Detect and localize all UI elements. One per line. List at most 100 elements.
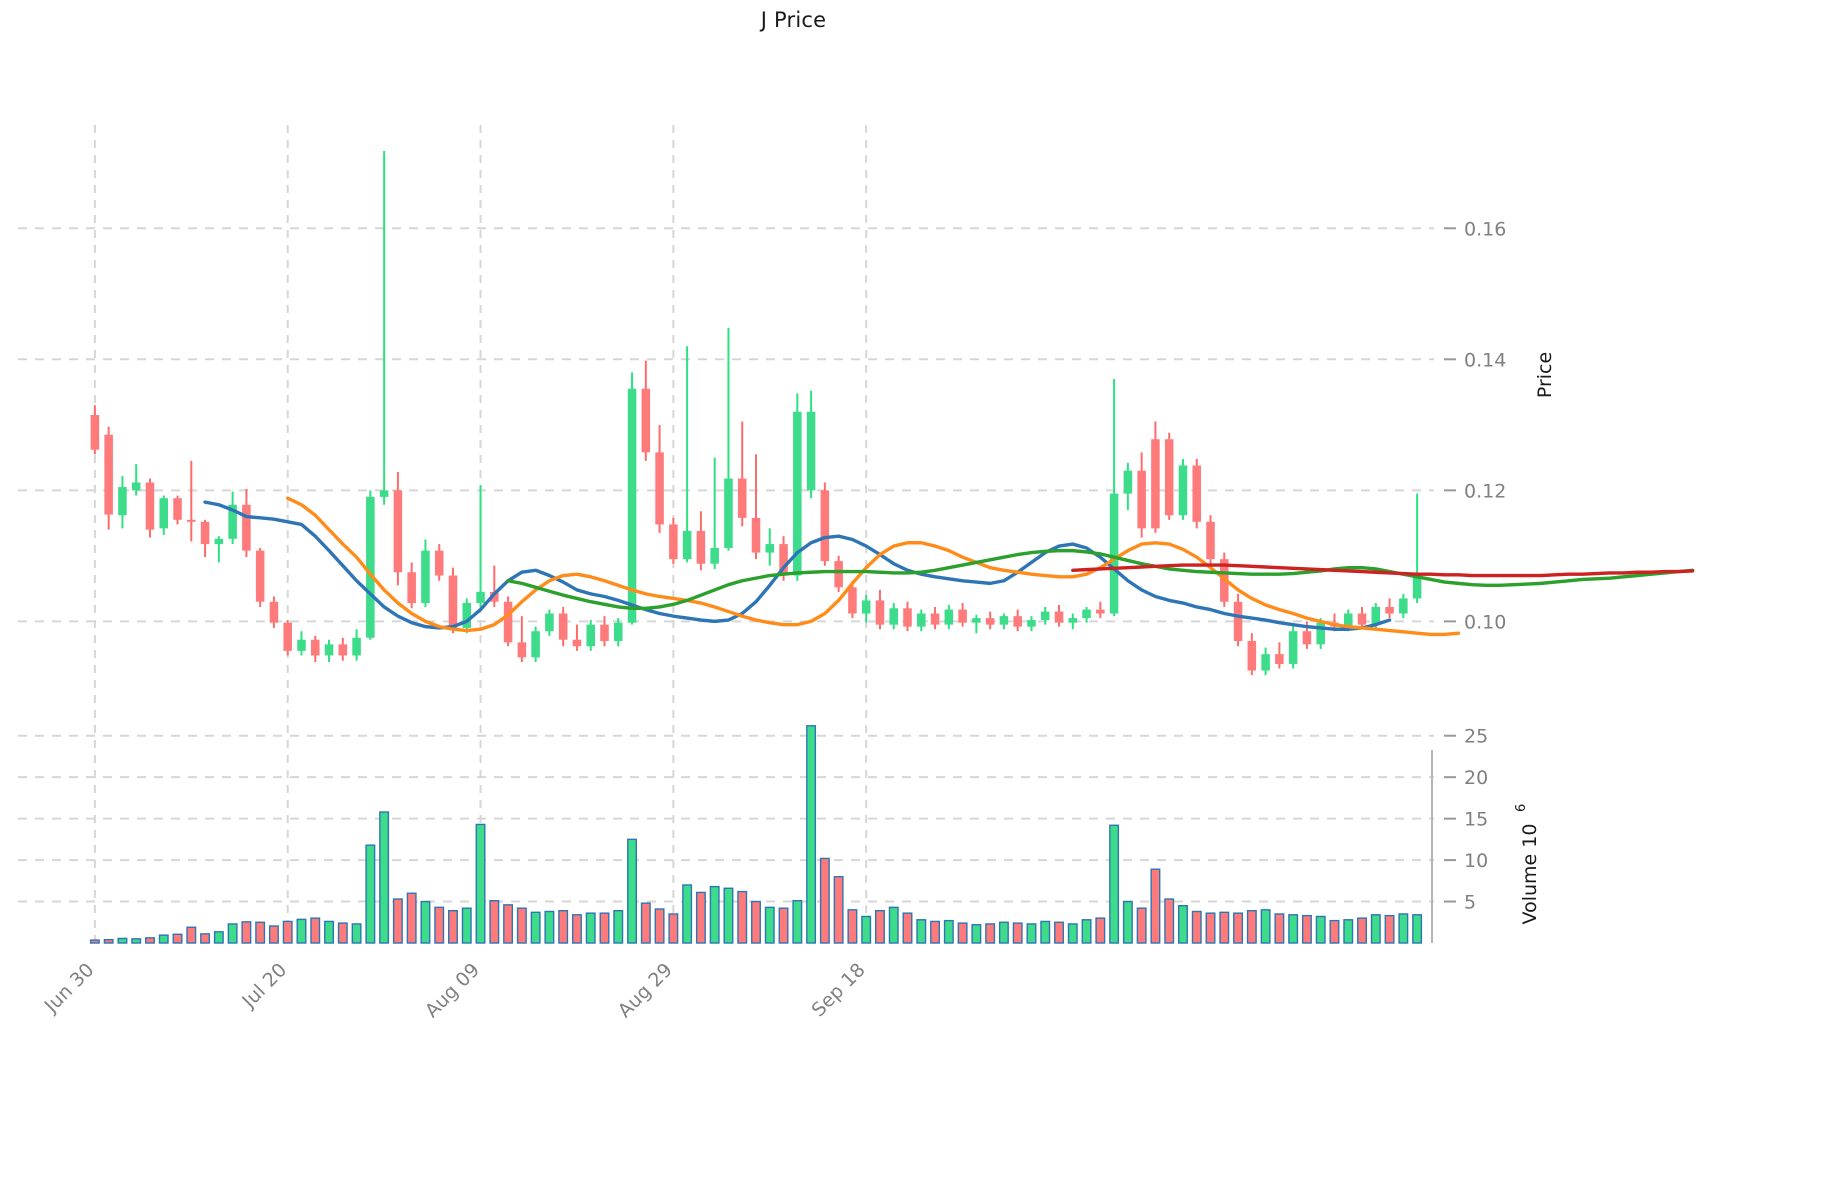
chart-title-text: J Price: [760, 8, 827, 32]
volume-bar: [682, 884, 693, 944]
candlestick: [1261, 647, 1270, 676]
volume-bar: [571, 914, 582, 944]
candlestick: [724, 327, 733, 551]
candlestick: [1109, 378, 1119, 617]
candlestick: [476, 485, 485, 607]
candlestick: [393, 472, 403, 586]
volume-bar: [654, 908, 665, 944]
ytick-price-1: 0.14: [1464, 349, 1506, 371]
candlestick-body: [806, 411, 816, 491]
candlestick: [820, 482, 830, 566]
xtick-group-2: Aug 09: [421, 959, 484, 1022]
volume-bar: [764, 906, 775, 944]
volume-bar: [379, 811, 390, 944]
moving-average-lines: [203, 496, 1695, 637]
candlestick: [1151, 421, 1160, 533]
volume-bar: [1260, 909, 1271, 944]
candlestick-body: [1013, 616, 1022, 627]
candlestick: [1399, 593, 1408, 619]
candlestick-body: [1054, 611, 1064, 623]
candlestick-body: [737, 478, 747, 518]
volume-bar: [420, 900, 431, 944]
candlestick: [917, 609, 926, 632]
candlestick-body: [930, 613, 940, 625]
candlestick: [682, 346, 692, 563]
candlestick: [1357, 606, 1367, 630]
candlestick-body: [710, 548, 719, 564]
volume-bar: [695, 891, 706, 944]
volume-bar: [613, 909, 624, 944]
xtick-group-1: Jul 20: [237, 959, 291, 1013]
volume-bar: [943, 919, 954, 944]
candlestick: [889, 603, 899, 630]
candlestick: [1096, 601, 1105, 619]
volume-bar: [544, 910, 555, 944]
volume-bar: [1122, 900, 1133, 944]
candlestick: [187, 460, 196, 542]
candlestick-body: [476, 591, 485, 604]
candlestick-body: [1261, 654, 1270, 671]
candlestick-body: [297, 639, 306, 651]
candlestick-body: [558, 613, 568, 640]
candlestick: [421, 539, 430, 607]
volume-bar: [819, 857, 830, 944]
candlestick-body: [421, 550, 430, 604]
candlestick-body: [765, 544, 775, 553]
volume-bar: [1164, 898, 1175, 944]
volume-bar: [1233, 912, 1244, 944]
candlestick: [242, 489, 251, 558]
volume-bar: [778, 907, 789, 944]
candlestick: [944, 605, 954, 630]
volume-bar: [516, 907, 527, 944]
volume-bar: [1081, 919, 1092, 944]
candlestick: [200, 519, 210, 558]
volume-bar: [351, 923, 362, 944]
volume-bar: [847, 909, 858, 944]
candlestick-body: [572, 639, 582, 647]
volume-bar: [998, 921, 1009, 944]
candlestick: [751, 454, 761, 560]
volume-bar: [489, 900, 500, 944]
volume-bar: [1095, 917, 1106, 944]
ytick-price-2: 0.12: [1464, 480, 1506, 502]
candlestick-body: [283, 622, 292, 651]
volume-bar: [1370, 914, 1381, 944]
volume-bar: [1205, 912, 1216, 944]
candlestick-body: [379, 490, 389, 497]
candlestick-body: [104, 434, 113, 515]
xtick-label-0: Jun 30: [40, 959, 99, 1018]
candlestick-body: [958, 609, 967, 623]
volume-bar: [1150, 868, 1161, 944]
candlestick-body: [366, 496, 375, 638]
volume-bar: [585, 912, 596, 944]
candlestick: [958, 603, 967, 627]
candlestick-body: [793, 411, 802, 576]
candlestick: [793, 393, 802, 581]
candlestick: [613, 618, 623, 647]
candlestick: [545, 609, 554, 636]
candlestick-body: [1096, 609, 1105, 614]
candlestick: [1206, 515, 1215, 564]
candlestick-body: [820, 490, 830, 562]
candlestick-body: [1068, 618, 1078, 623]
volume-bar: [172, 933, 183, 944]
volume-bar: [751, 900, 761, 944]
volume-bar: [723, 887, 734, 944]
candlestick: [1247, 633, 1257, 676]
candlestick: [1164, 432, 1174, 520]
candlestick-body: [1040, 611, 1050, 621]
candlestick-body: [490, 591, 499, 602]
candlestick-body: [613, 622, 623, 642]
candlestick-body: [875, 600, 885, 625]
volume-bar: [227, 923, 238, 944]
chart-title: J Price: [0, 8, 1847, 32]
candlestick: [1027, 616, 1036, 632]
candlestick-body: [944, 609, 954, 625]
candlestick: [834, 555, 843, 592]
xtick-label-4: Sep 18: [807, 959, 869, 1021]
candlestick-body: [517, 642, 527, 658]
candlestick-body: [751, 517, 761, 553]
candlestick: [366, 490, 375, 640]
candlestick-body: [1399, 598, 1408, 614]
